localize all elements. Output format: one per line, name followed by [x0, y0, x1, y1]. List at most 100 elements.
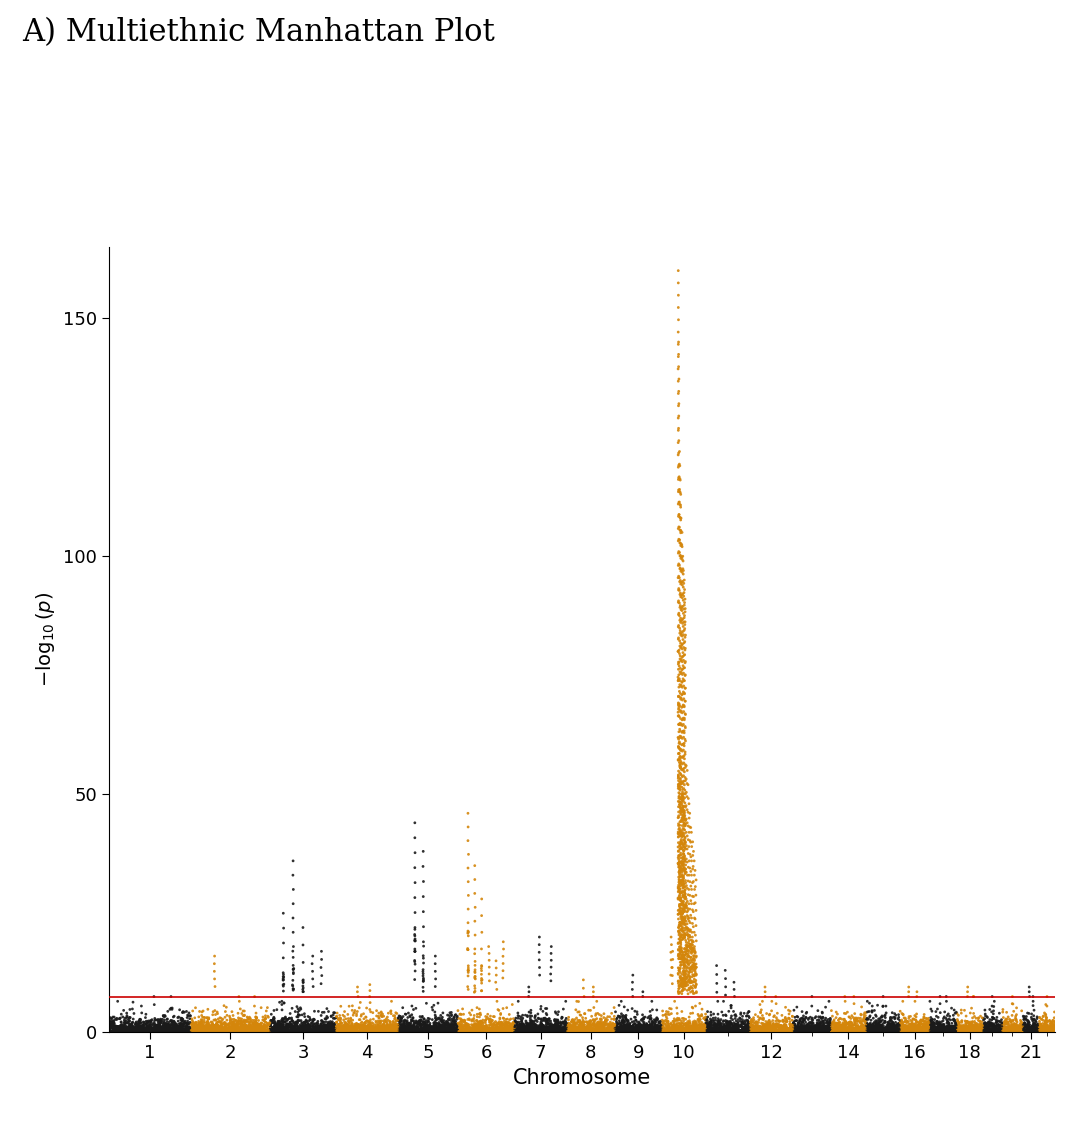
- Point: [260, 1023, 277, 1041]
- Point: [553, 1010, 570, 1028]
- Point: [465, 1017, 482, 1034]
- Point: [636, 1023, 654, 1041]
- Point: [489, 1014, 506, 1032]
- Point: [452, 1021, 469, 1039]
- Point: [287, 1017, 305, 1034]
- Point: [634, 1021, 652, 1039]
- Point: [255, 1021, 272, 1039]
- Point: [770, 1018, 788, 1036]
- Point: [869, 1022, 887, 1040]
- Point: [771, 1022, 789, 1040]
- Point: [258, 1023, 275, 1041]
- Point: [873, 1021, 890, 1039]
- Point: [671, 585, 689, 603]
- Point: [965, 1021, 982, 1039]
- Point: [378, 1012, 395, 1030]
- Point: [112, 1021, 129, 1039]
- Point: [808, 1014, 826, 1032]
- Point: [956, 1022, 974, 1040]
- Point: [135, 1013, 152, 1031]
- Point: [426, 1022, 444, 1040]
- Point: [298, 1022, 316, 1040]
- Point: [1025, 1019, 1042, 1037]
- Point: [683, 938, 701, 956]
- Point: [923, 1022, 940, 1040]
- Point: [307, 1018, 324, 1036]
- Point: [911, 1020, 928, 1038]
- Point: [457, 1020, 474, 1038]
- Point: [652, 1023, 669, 1041]
- Point: [176, 1022, 194, 1040]
- Point: [524, 1022, 542, 1040]
- Point: [274, 977, 292, 995]
- Point: [370, 1018, 387, 1036]
- Point: [378, 1018, 395, 1036]
- Point: [739, 1021, 756, 1039]
- Point: [338, 1019, 356, 1037]
- Point: [232, 1000, 249, 1018]
- Point: [581, 1020, 598, 1038]
- Point: [246, 987, 263, 1005]
- Point: [676, 966, 693, 984]
- Point: [701, 1020, 718, 1038]
- Point: [318, 1019, 335, 1037]
- Point: [905, 1022, 923, 1040]
- Point: [349, 1022, 367, 1040]
- Point: [805, 1022, 823, 1040]
- Point: [193, 1017, 210, 1034]
- Point: [926, 1021, 943, 1039]
- Point: [252, 1023, 270, 1041]
- Point: [493, 1022, 510, 1040]
- Point: [673, 978, 691, 996]
- Point: [705, 1021, 722, 1039]
- Point: [803, 1022, 820, 1040]
- Point: [999, 1013, 1016, 1031]
- Point: [362, 1021, 380, 1039]
- Point: [939, 1022, 956, 1040]
- Point: [782, 1020, 800, 1038]
- Point: [489, 1021, 506, 1039]
- Point: [952, 1022, 969, 1040]
- Point: [834, 1022, 852, 1040]
- Point: [670, 904, 688, 922]
- Point: [722, 999, 740, 1017]
- Point: [648, 1017, 666, 1034]
- Point: [498, 1015, 516, 1033]
- Point: [980, 1017, 998, 1034]
- Point: [902, 1023, 919, 1041]
- Point: [816, 1022, 833, 1040]
- Point: [156, 1019, 173, 1037]
- Point: [236, 1022, 254, 1040]
- Point: [413, 1022, 431, 1040]
- Point: [247, 1020, 264, 1038]
- Point: [910, 1019, 927, 1037]
- Point: [816, 1020, 833, 1038]
- Point: [920, 1017, 938, 1034]
- Point: [537, 1021, 555, 1039]
- Point: [159, 1022, 176, 1040]
- Point: [459, 1023, 477, 1041]
- Point: [766, 1022, 783, 1040]
- Point: [206, 1022, 223, 1040]
- Point: [943, 1023, 961, 1041]
- Point: [684, 940, 702, 958]
- Point: [749, 1022, 766, 1040]
- Point: [371, 1009, 388, 1027]
- Point: [403, 1023, 420, 1041]
- Point: [364, 1023, 382, 1041]
- Point: [863, 1020, 880, 1038]
- Point: [984, 997, 1001, 1015]
- Point: [640, 1018, 657, 1036]
- Point: [153, 1020, 171, 1038]
- Point: [582, 1001, 599, 1019]
- Point: [684, 1022, 702, 1040]
- Point: [107, 1020, 124, 1038]
- Point: [1024, 1018, 1041, 1036]
- Point: [1024, 1021, 1041, 1039]
- Point: [251, 1022, 269, 1040]
- Point: [484, 1022, 502, 1040]
- Point: [673, 930, 691, 948]
- Point: [1035, 1022, 1052, 1040]
- Point: [634, 1020, 652, 1038]
- Point: [178, 1012, 196, 1030]
